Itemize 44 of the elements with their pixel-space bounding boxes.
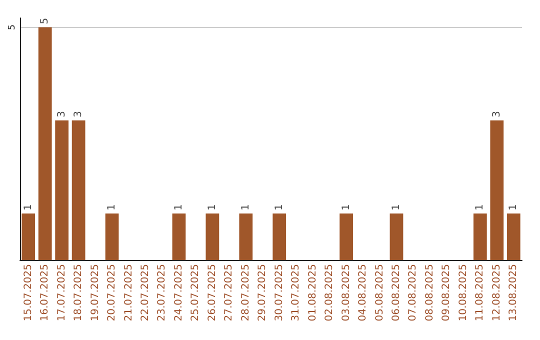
x-tick-label: 04.08.2025: [358, 264, 369, 322]
x-tick-label: 15.07.2025: [22, 264, 34, 322]
data-label: 3: [73, 111, 84, 118]
data-label: 5: [40, 18, 51, 24]
data-label: 1: [340, 204, 352, 210]
x-tick-label: 24.07.2025: [173, 264, 184, 322]
x-tick-label: 05.08.2025: [374, 264, 386, 322]
x-tick-label: 02.08.2025: [324, 264, 336, 322]
x-tick-label: 10.08.2025: [458, 264, 469, 322]
data-label: 3: [56, 111, 68, 118]
x-tick-label: 31.07.2025: [290, 264, 302, 322]
data-label: 3: [491, 111, 502, 118]
x-tick-label: 07.08.2025: [408, 264, 419, 322]
x-tick-label: 06.08.2025: [391, 264, 402, 322]
x-tick-label: 26.07.2025: [206, 264, 218, 322]
data-label: 1: [274, 204, 285, 210]
data-label: 1: [508, 204, 520, 210]
x-tick-label: 23.07.2025: [156, 264, 168, 322]
data-label: 1: [106, 204, 118, 210]
data-label: 1: [474, 204, 486, 210]
x-tick-label: 30.07.2025: [274, 264, 285, 322]
x-tick-label: 28.07.2025: [240, 264, 252, 322]
x-tick-label: 27.07.2025: [224, 264, 235, 322]
x-tick-label: 21.07.2025: [123, 264, 134, 322]
x-tick-label: 18.07.2025: [73, 264, 84, 322]
x-tick-label: 08.08.2025: [424, 264, 436, 322]
data-label: 1: [206, 204, 218, 210]
x-tick-label: 16.07.2025: [40, 264, 51, 322]
x-tick-label: 09.08.2025: [441, 264, 452, 322]
x-tick-label: 03.08.2025: [340, 264, 352, 322]
data-label: 1: [240, 204, 252, 210]
x-tick-label: 20.07.2025: [106, 264, 118, 322]
data-label: 1: [391, 204, 402, 210]
x-tick-label: 17.07.2025: [56, 264, 68, 322]
data-label: 1: [22, 204, 34, 210]
x-tick-label: 13.08.2025: [508, 264, 520, 322]
x-tick-label: 11.08.2025: [474, 264, 486, 322]
x-tick-label: 19.07.2025: [90, 264, 101, 322]
x-tick-label: 22.07.2025: [140, 264, 151, 322]
x-tick-label: 29.07.2025: [257, 264, 268, 322]
data-label: 1: [173, 204, 184, 210]
x-tick-label: 25.07.2025: [190, 264, 202, 322]
x-tick-label: 12.08.2025: [491, 264, 502, 322]
x-tick-label: 01.08.2025: [307, 264, 318, 322]
